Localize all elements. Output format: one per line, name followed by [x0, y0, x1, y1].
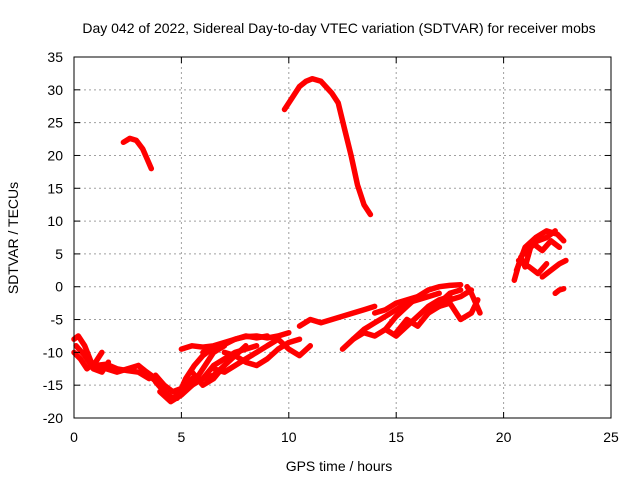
y-tick-label: 0 — [55, 279, 63, 295]
series-arc13 — [200, 329, 292, 356]
plot-frame — [73, 56, 612, 419]
y-tick-label: -15 — [43, 377, 63, 393]
y-axis-label: SDTVAR / TECUs — [5, 182, 21, 294]
series-arc28 — [464, 283, 483, 316]
x-tick-label: 5 — [178, 429, 186, 445]
series-arc31 — [515, 257, 550, 277]
y-tick-label: 10 — [47, 213, 63, 229]
y-tick-label: 30 — [47, 82, 63, 98]
grid — [74, 57, 611, 418]
series-arc10 — [157, 343, 228, 405]
chart-title: Day 042 of 2022, Sidereal Day-to-day VTE… — [82, 20, 595, 36]
y-tick-label: -20 — [43, 410, 63, 426]
y-tick-label: -10 — [43, 344, 63, 360]
x-tick-label: 25 — [603, 429, 619, 445]
y-tick-label: 25 — [47, 115, 63, 131]
x-axis-ticks: 0 5 10 15 20 25 — [70, 57, 619, 445]
series-arc32 — [522, 238, 563, 257]
x-tick-label: 10 — [281, 429, 297, 445]
y-tick-label: 15 — [47, 180, 63, 196]
series-arc6 — [120, 135, 155, 172]
y-tick-label: 35 — [47, 49, 63, 65]
series-arc23 — [371, 282, 464, 316]
data-series — [71, 75, 569, 405]
series-arc19 — [281, 75, 374, 218]
series-arc18 — [264, 336, 314, 359]
series-arc17 — [221, 336, 303, 369]
series-arc2 — [71, 349, 105, 372]
series-arc27 — [436, 297, 481, 323]
y-tick-label: -5 — [51, 312, 64, 328]
y-tick-label: 5 — [55, 246, 63, 262]
x-axis-label: GPS time / hours — [286, 458, 393, 474]
x-tick-label: 15 — [388, 429, 404, 445]
series-arc20 — [296, 303, 378, 329]
y-tick-label: 20 — [47, 147, 63, 163]
series-arc33 — [539, 257, 569, 280]
y-axis-ticks: -20 -15 -10 -5 0 5 10 15 20 25 30 35 — [43, 49, 611, 426]
series-arc26 — [425, 287, 475, 316]
series-arc34 — [552, 285, 567, 297]
series-arc30 — [513, 228, 567, 274]
x-tick-label: 20 — [496, 429, 512, 445]
x-tick-label: 0 — [70, 429, 78, 445]
